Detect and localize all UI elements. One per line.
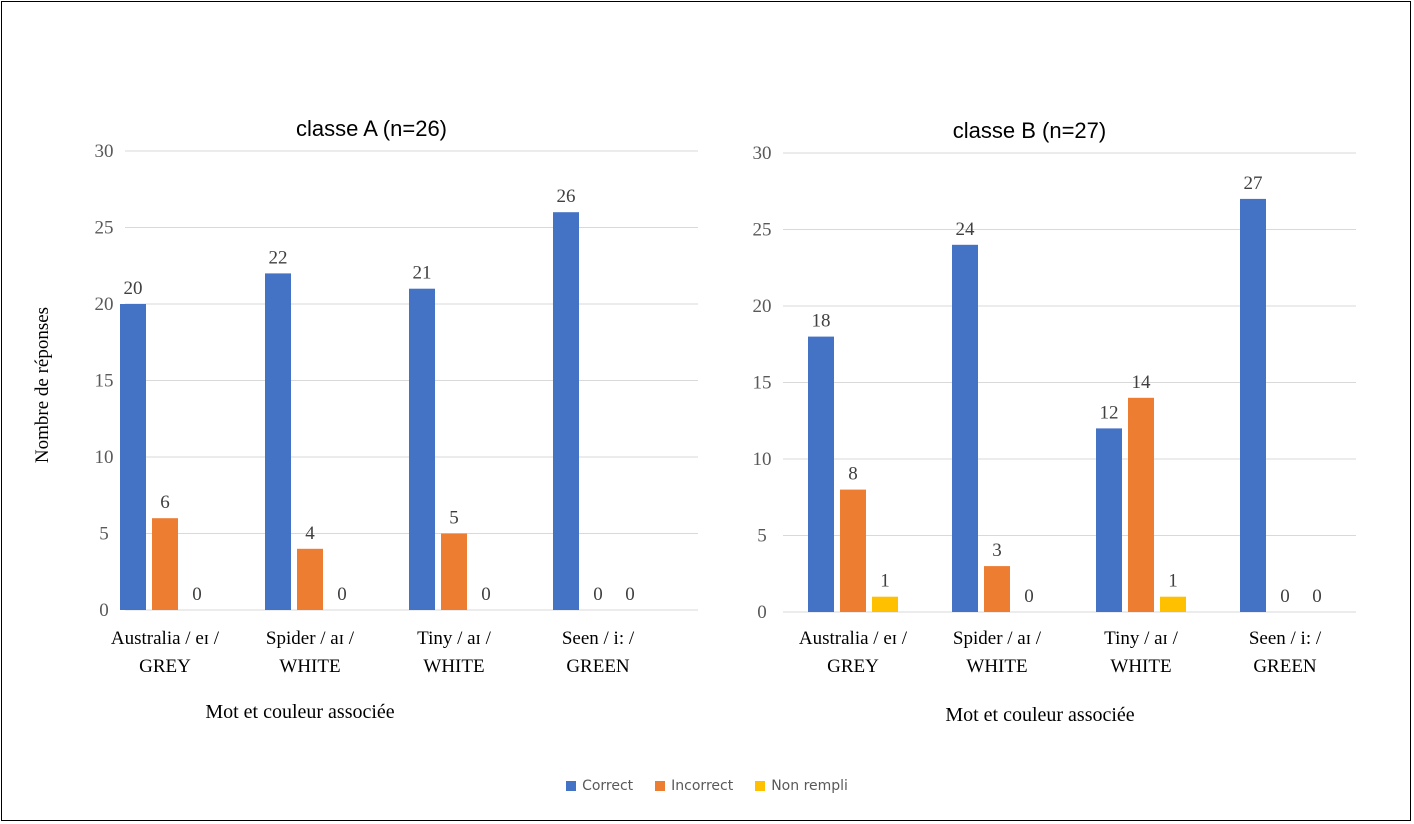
bar-b-correct: [1240, 198, 1266, 612]
data-label-b: 14: [1132, 372, 1152, 393]
legend-label-correct: Correct: [582, 778, 634, 794]
bar-a-correct: [120, 304, 146, 610]
category-label-b: WHITE: [1110, 656, 1171, 677]
y-tick-label-a: 30: [95, 141, 114, 162]
bar-a-incorrect: [441, 533, 467, 610]
data-label-a: 0: [192, 584, 202, 605]
category-label-a: Australia / eɪ /: [111, 628, 220, 649]
chart-title-a: classe A (n=26): [296, 116, 447, 141]
category-label-b: Australia / eɪ /: [799, 628, 908, 649]
legend-item-non-rempli: Non rempli: [755, 778, 848, 794]
x-axis-title-a: Mot et couleur associée: [205, 701, 394, 723]
data-label-a: 20: [124, 278, 143, 299]
category-label-a: GREEN: [566, 656, 630, 677]
bar-a-correct: [265, 273, 291, 610]
data-label-b: 18: [812, 311, 831, 332]
bar-b-incorrect: [840, 489, 866, 612]
legend: Correct Incorrect Non rempli: [0, 778, 1414, 794]
bar-a-correct: [409, 288, 435, 610]
y-tick-label-a: 20: [95, 294, 114, 315]
bar-a-incorrect: [297, 548, 323, 610]
data-label-b: 12: [1100, 402, 1119, 423]
y-tick-label-a: 0: [99, 600, 109, 621]
legend-item-incorrect: Incorrect: [655, 778, 733, 794]
category-label-a: WHITE: [423, 656, 484, 677]
legend-swatch-non-rempli: [755, 781, 766, 791]
y-axis-title: Nombre de réponses: [32, 307, 53, 463]
bar-b-incorrect: [984, 566, 1010, 612]
data-label-a: 22: [269, 247, 288, 268]
category-label-b: WHITE: [966, 656, 1027, 677]
y-tick-label-b: 25: [753, 220, 772, 241]
y-tick-label-b: 15: [753, 373, 772, 394]
data-label-a: 6: [160, 492, 170, 513]
y-tick-label-a: 10: [95, 447, 114, 468]
legend-label-incorrect: Incorrect: [671, 778, 734, 794]
category-label-b: Spider / aɪ /: [953, 628, 1042, 649]
category-label-b: Tiny / aɪ /: [1104, 628, 1178, 649]
category-label-b: Seen / i: /: [1249, 628, 1322, 649]
data-label-a: 26: [557, 186, 576, 207]
data-label-b: 0: [1024, 586, 1034, 607]
y-tick-label-a: 5: [99, 524, 109, 545]
data-label-a: 21: [413, 263, 432, 284]
legend-swatch-incorrect: [655, 781, 666, 791]
y-tick-label-b: 20: [753, 296, 772, 317]
bar-b-correct: [808, 336, 834, 612]
category-label-a: Seen / i: /: [562, 628, 635, 649]
legend-swatch-correct: [566, 781, 577, 791]
data-label-a: 4: [305, 523, 315, 544]
data-label-b: 1: [1168, 571, 1178, 592]
data-label-b: 3: [992, 540, 1002, 561]
data-label-a: 0: [625, 584, 635, 605]
bar-b-correct: [1096, 428, 1122, 612]
category-label-b: GREY: [827, 656, 879, 677]
y-tick-label-b: 5: [757, 526, 767, 547]
data-label-b: 24: [956, 219, 976, 240]
bar-b-non-rempli: [872, 596, 898, 612]
data-label-a: 5: [449, 508, 459, 529]
data-label-b: 0: [1312, 586, 1322, 607]
y-tick-label-b: 30: [753, 143, 772, 164]
bar-a-correct: [553, 212, 579, 610]
bar-b-non-rempli: [1160, 596, 1186, 612]
category-label-a: Spider / aɪ /: [266, 628, 355, 649]
bar-b-incorrect: [1128, 397, 1154, 612]
y-tick-label-b: 0: [757, 602, 767, 623]
legend-label-non-rempli: Non rempli: [771, 778, 848, 794]
category-label-a: Tiny / aɪ /: [417, 628, 491, 649]
data-label-b: 1: [880, 571, 890, 592]
data-label-a: 0: [481, 584, 491, 605]
legend-item-correct: Correct: [566, 778, 633, 794]
x-axis-title-b: Mot et couleur associée: [945, 704, 1134, 726]
y-tick-label-b: 10: [753, 449, 772, 470]
data-label-b: 8: [848, 464, 858, 485]
category-label-a: GREY: [139, 656, 191, 677]
bar-b-correct: [952, 244, 978, 613]
data-label-b: 0: [1280, 586, 1290, 607]
bar-a-incorrect: [152, 518, 178, 610]
category-label-b: GREEN: [1253, 656, 1317, 677]
data-label-b: 27: [1244, 173, 1263, 194]
category-label-a: WHITE: [279, 656, 340, 677]
chart-title-b: classe B (n=27): [953, 118, 1106, 143]
data-label-a: 0: [337, 584, 347, 605]
y-tick-label-a: 25: [95, 218, 114, 239]
data-label-a: 0: [593, 584, 603, 605]
y-tick-label-a: 15: [95, 371, 114, 392]
